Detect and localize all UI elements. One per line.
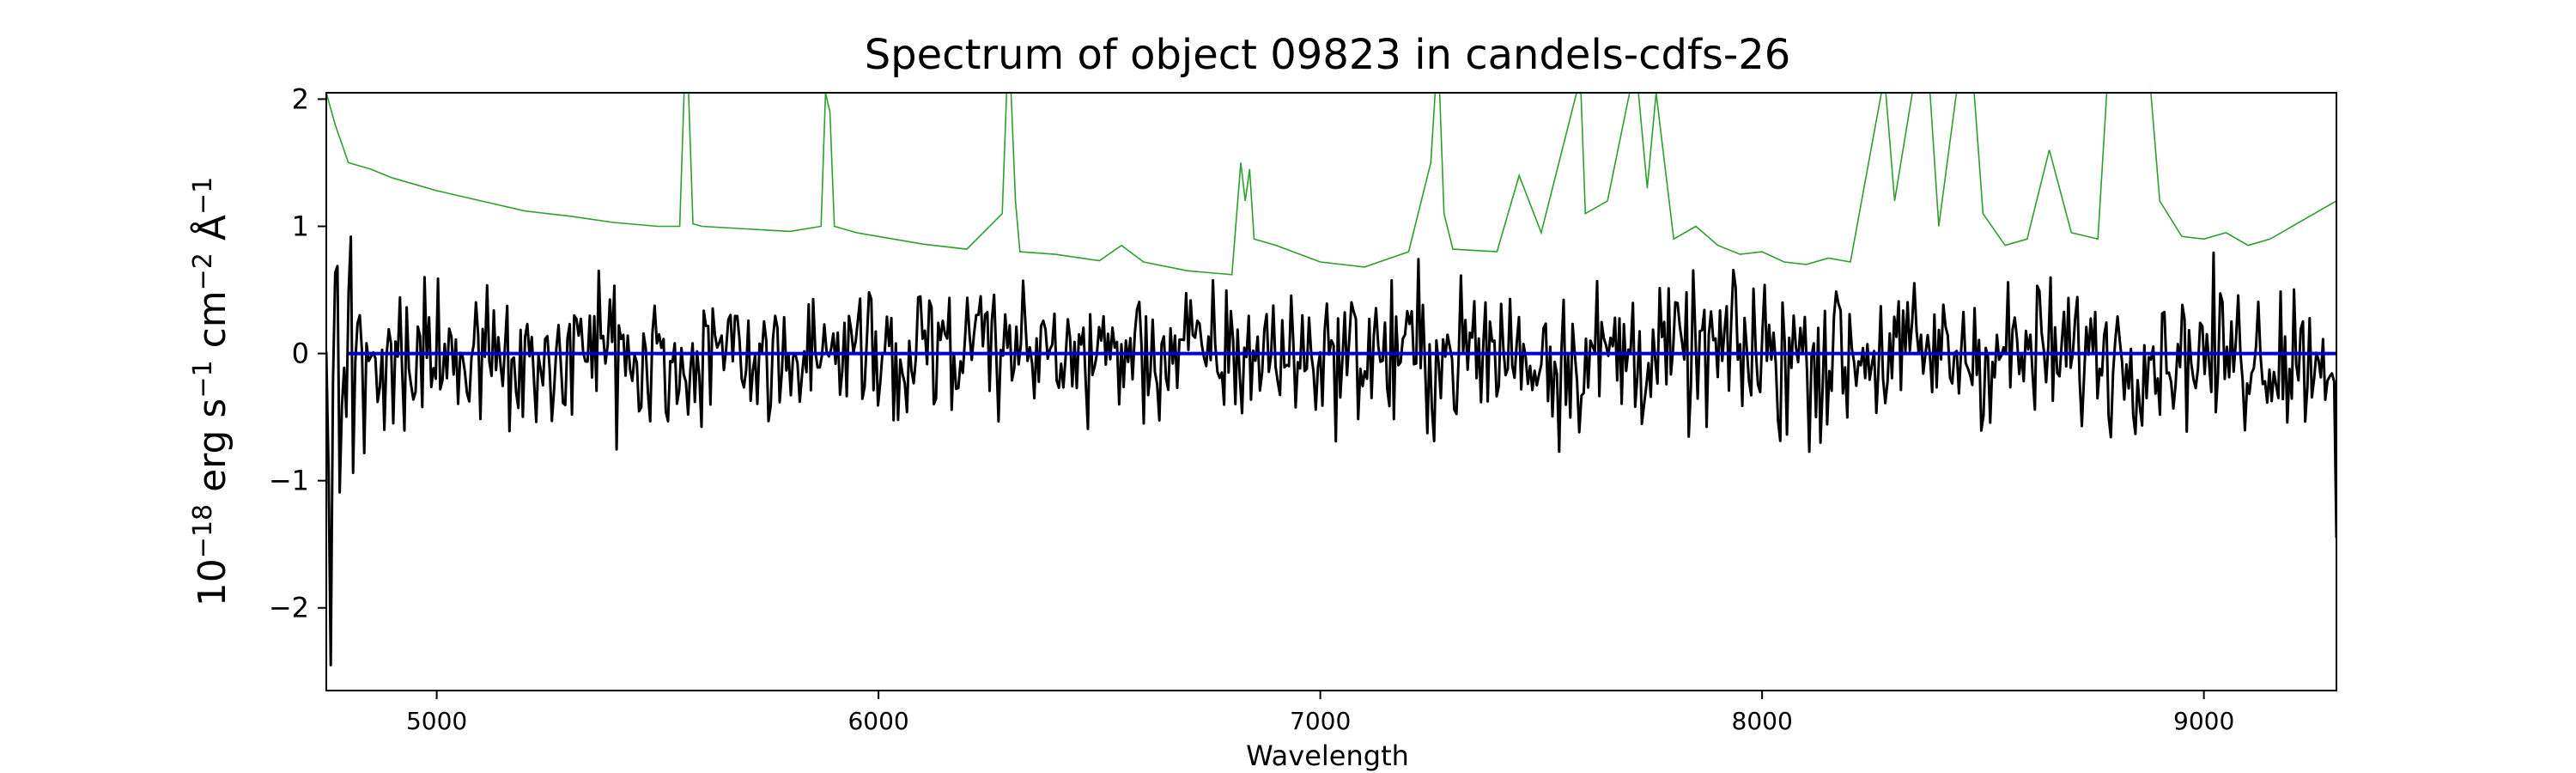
y-axis-label-text: 10 — [191, 558, 234, 606]
y-axis-label-text: Å — [189, 215, 234, 253]
y-axis-label-exponent: −1 — [188, 360, 218, 398]
x-tick-label: 8000 — [1732, 707, 1793, 735]
y-tick-label: −1 — [269, 465, 309, 497]
error-spectrum-line — [326, 93, 2336, 276]
y-axis-label-exponent: −2 — [188, 253, 218, 290]
axis-ticks: 5000 6000 7000 8000 9000 −2 −1 0 1 2 — [269, 82, 2234, 735]
y-axis-label-text: erg s — [191, 399, 234, 504]
plot-frame — [325, 92, 2337, 691]
y-tick-label: 1 — [292, 210, 309, 242]
x-tick-label: 5000 — [406, 707, 467, 735]
y-tick-label: 0 — [292, 338, 309, 370]
y-tick-label: 2 — [292, 82, 309, 115]
y-axis-label-text: cm — [191, 290, 234, 360]
y-axis-label: 10−18 erg s−1 cm−2 Å−1 — [188, 177, 234, 606]
x-tick-label: 7000 — [1290, 707, 1351, 735]
y-axis-label-group: 10−18 erg s−1 cm−2 Å−1 — [188, 177, 234, 606]
x-axis-label: Wavelength — [1246, 740, 1409, 772]
flux-spectrum-line — [326, 235, 2336, 666]
x-tick-label: 6000 — [848, 707, 908, 735]
plot-series — [326, 93, 2336, 666]
y-axis-label-exponent: −1 — [188, 177, 218, 215]
y-tick-label: −2 — [269, 592, 309, 624]
chart-title: Spectrum of object 09823 in candels-cdfs… — [865, 31, 1791, 79]
x-tick-label: 9000 — [2173, 707, 2234, 735]
y-axis-label-exponent: −18 — [188, 504, 218, 558]
